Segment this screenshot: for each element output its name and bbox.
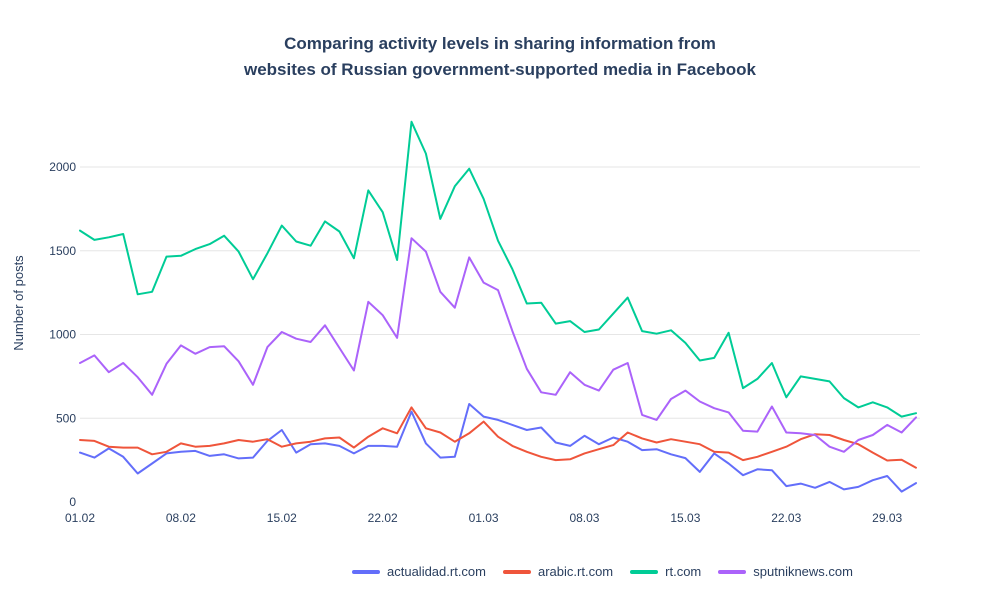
chart-title-line-1: Comparing activity levels in sharing inf…: [284, 34, 716, 53]
series-line-rt.com[interactable]: [79, 120, 917, 418]
x-tick-label-08.03: 08.03: [569, 511, 599, 525]
series-line-arabic.rt.com[interactable]: [79, 406, 917, 469]
x-tick-label-15.02: 15.02: [267, 511, 297, 525]
y-axis-title: Number of posts: [11, 255, 26, 351]
y-tick-label-2000: 2000: [49, 160, 76, 174]
legend-label: arabic.rt.com: [538, 564, 614, 579]
legend-item-rt.com[interactable]: rt.com: [630, 564, 701, 579]
x-tick-label-22.03: 22.03: [771, 511, 801, 525]
legend-item-arabic.rt.com[interactable]: arabic.rt.com: [503, 564, 613, 579]
chart-title: Comparing activity levels in sharing inf…: [0, 31, 1000, 83]
y-tick-label-1000: 1000: [49, 328, 76, 342]
legend-swatch-actualidad.rt.com: [352, 569, 380, 574]
legend-swatch-arabic.rt.com: [503, 569, 531, 574]
plot-area[interactable]: [80, 110, 920, 502]
series-line-sputniknews.com[interactable]: [79, 237, 917, 453]
y-axis-tick-labels: 0 500 1000 1500 2000: [49, 160, 76, 509]
legend-label: rt.com: [665, 564, 702, 579]
x-tick-label-22.02: 22.02: [368, 511, 398, 525]
chart-title-line-2: websites of Russian government-supported…: [244, 60, 756, 79]
x-tick-label-01.03: 01.03: [469, 511, 499, 525]
legend-label: sputniknews.com: [753, 564, 853, 579]
gridlines: [80, 166, 920, 419]
x-axis-tick-labels: 01.02 08.02 15.02 22.02 01.03 08.03 15.03 22.03…: [65, 511, 903, 525]
y-tick-label-0: 0: [69, 495, 76, 509]
series-lines: [79, 120, 917, 493]
x-tick-label-01.02: 01.02: [65, 511, 95, 525]
series-line-actualidad.rt.com[interactable]: [79, 403, 917, 493]
legend-item-sputniknews.com[interactable]: sputniknews.com: [718, 564, 853, 579]
legend-item-actualidad.rt.com[interactable]: actualidad.rt.com: [352, 564, 486, 579]
legend: actualidad.rt.com arabic.rt.com rt.com sput…: [352, 564, 870, 579]
y-tick-label-1500: 1500: [49, 244, 76, 258]
legend-label: actualidad.rt.com: [387, 564, 486, 579]
legend-swatch-sputniknews.com: [718, 569, 747, 574]
x-tick-label-29.03: 29.03: [872, 511, 902, 525]
y-tick-label-500: 500: [56, 411, 76, 425]
legend-swatch-rt.com: [630, 569, 659, 574]
x-tick-label-08.02: 08.02: [166, 511, 196, 525]
x-tick-label-15.03: 15.03: [670, 511, 700, 525]
